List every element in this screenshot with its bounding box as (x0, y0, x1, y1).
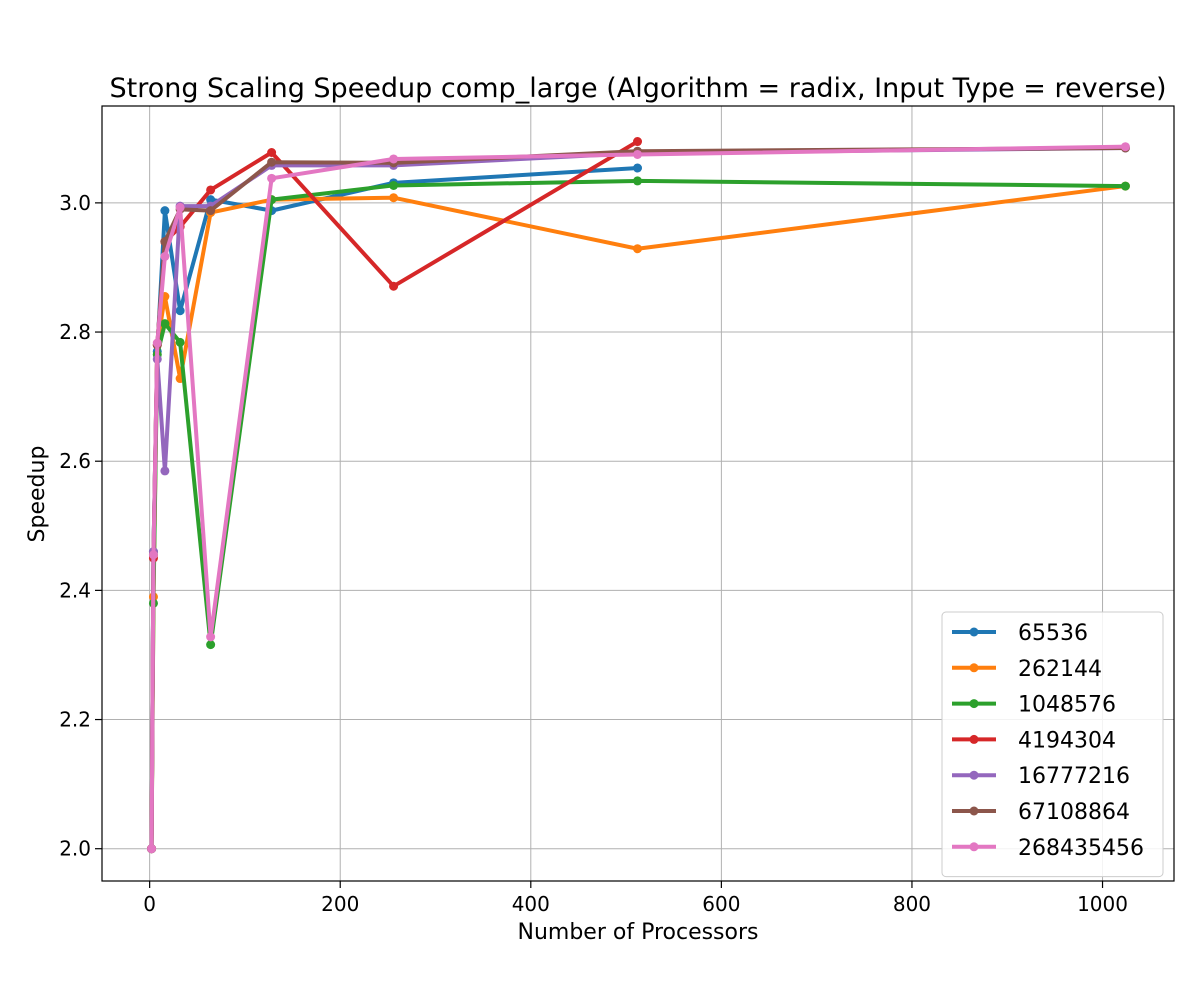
data-point-268435456 (152, 338, 162, 348)
x-tick-label: 600 (702, 892, 740, 916)
data-point-4194304 (206, 185, 216, 195)
y-axis-title: Speedup (25, 446, 50, 543)
legend-marker-1048576 (969, 699, 979, 709)
data-point-1048576 (633, 176, 643, 186)
data-point-1048576 (1120, 181, 1130, 191)
y-tick-label: 2.0 (59, 837, 91, 861)
data-point-1048576 (206, 640, 216, 650)
y-tick-label: 2.4 (59, 578, 91, 602)
legend-label-67108864: 67108864 (1018, 800, 1130, 825)
data-point-1048576 (389, 180, 399, 190)
legend-marker-65536 (969, 627, 979, 637)
y-tick-label: 2.2 (59, 708, 91, 732)
data-point-65536 (160, 206, 170, 216)
x-tick-label: 0 (143, 892, 156, 916)
data-point-262144 (633, 244, 643, 254)
legend-marker-16777216 (969, 770, 979, 780)
data-point-67108864 (206, 206, 216, 216)
y-tick-label: 3.0 (59, 191, 91, 215)
data-point-1048576 (160, 319, 170, 329)
data-point-268435456 (389, 154, 399, 164)
data-point-1048576 (175, 337, 185, 347)
x-tick-label: 200 (321, 892, 359, 916)
data-point-268435456 (633, 149, 643, 159)
axes-frame (101, 105, 1175, 882)
legend-label-4194304: 4194304 (1018, 728, 1116, 753)
data-point-268435456 (1120, 142, 1130, 152)
data-point-4194304 (633, 137, 643, 147)
data-point-4194304 (389, 281, 399, 291)
data-point-268435456 (148, 550, 158, 560)
legend-label-65536: 65536 (1018, 621, 1088, 646)
y-tick-label: 2.8 (59, 320, 91, 344)
legend-label-16777216: 16777216 (1018, 764, 1130, 789)
legend-box (941, 611, 1164, 878)
x-tick-label: 400 (512, 892, 550, 916)
x-tick-label: 800 (893, 892, 931, 916)
data-point-67108864 (267, 157, 277, 167)
data-point-65536 (175, 306, 185, 316)
data-point-65536 (633, 163, 643, 173)
data-point-268435456 (160, 251, 170, 261)
legend-marker-268435456 (969, 842, 979, 852)
legend-marker-262144 (969, 663, 979, 673)
data-point-65536 (206, 195, 216, 205)
chart-title: Strong Scaling Speedup comp_large (Algor… (109, 73, 1166, 104)
data-point-268435456 (147, 844, 157, 854)
legend-marker-67108864 (969, 806, 979, 816)
x-tick-label: 1000 (1077, 892, 1128, 916)
legend-label-1048576: 1048576 (1018, 693, 1116, 718)
data-point-4194304 (267, 148, 277, 157)
legend: 65536 262144 1048576 4194304 16777216 6710886… (941, 611, 1164, 878)
series-line-268435456 (149, 144, 1128, 851)
x-axis-title: Number of Processors (518, 920, 759, 945)
data-point-268435456 (267, 173, 277, 183)
data-point-268435456 (175, 202, 185, 212)
y-tick-label: 2.6 (59, 449, 91, 473)
data-point-262144 (389, 193, 399, 203)
plot-area: 0 200 400 600 800 1000 2.0 2.2 2.4 2.6 2.8 3.0 (59, 105, 1175, 916)
legend-label-262144: 262144 (1018, 657, 1102, 682)
data-point-16777216 (160, 466, 170, 476)
legend-marker-4194304 (969, 734, 979, 744)
data-point-268435456 (206, 632, 216, 642)
legend-label-268435456: 268435456 (1018, 836, 1144, 861)
